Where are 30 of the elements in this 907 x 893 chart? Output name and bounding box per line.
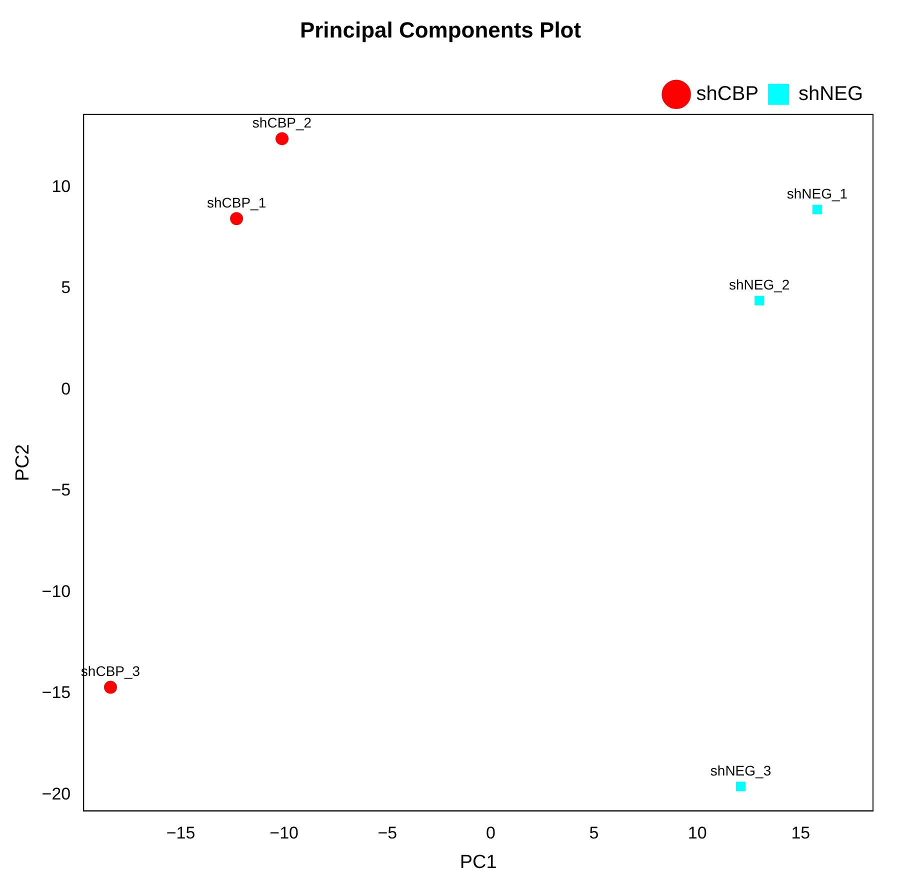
annotation: shCBP_2 bbox=[252, 114, 312, 131]
y-tick-label: 5 bbox=[61, 278, 71, 298]
y-tick-label: −10 bbox=[42, 582, 71, 601]
x-tick-label: 10 bbox=[688, 824, 707, 843]
legend-label: shCBP bbox=[696, 82, 759, 105]
chart-title: Principal Components Plot bbox=[300, 17, 582, 42]
x-tick-label: −10 bbox=[270, 824, 298, 843]
annotation: shNEG_2 bbox=[728, 276, 790, 293]
x-tick-label: 0 bbox=[486, 824, 496, 843]
legend-label: shNEG bbox=[798, 82, 864, 105]
y-tick-label: −5 bbox=[51, 480, 71, 500]
y-axis-title: PC2 bbox=[12, 444, 34, 482]
y-tick-label: −20 bbox=[42, 784, 71, 804]
x-tick-label: 15 bbox=[791, 824, 810, 843]
point bbox=[104, 680, 117, 694]
annotation: shNEG_1 bbox=[786, 185, 848, 202]
annotation: shNEG_3 bbox=[710, 762, 772, 778]
point bbox=[276, 132, 289, 146]
y-tick-label: −15 bbox=[42, 683, 71, 702]
point bbox=[812, 204, 822, 214]
point bbox=[230, 212, 244, 226]
annotation: shCBP_1 bbox=[206, 194, 266, 211]
y-tick-label: 0 bbox=[61, 379, 71, 398]
y-tick-label: 10 bbox=[52, 176, 71, 196]
x-tick-label: −15 bbox=[166, 824, 196, 843]
x-tick-label: 5 bbox=[589, 824, 599, 843]
x-axis-title: PC1 bbox=[460, 852, 497, 873]
x-tick-label: −5 bbox=[378, 824, 398, 843]
point bbox=[736, 782, 746, 792]
point bbox=[754, 296, 764, 306]
